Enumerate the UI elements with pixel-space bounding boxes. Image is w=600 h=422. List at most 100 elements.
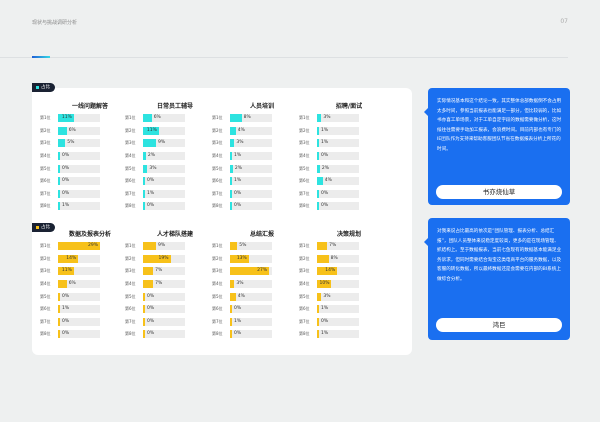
rank-label: 第3位 xyxy=(125,268,136,274)
bar-row: 第2位 1% xyxy=(299,125,379,138)
bar xyxy=(230,152,232,161)
bar-track: 0% xyxy=(58,330,100,339)
bar xyxy=(230,114,242,123)
source-button[interactable]: 鸿巨 xyxy=(436,318,562,332)
bar-row: 第7位 1% xyxy=(212,316,292,329)
bar-row: 第8位 0% xyxy=(125,328,205,341)
bar-value: 3% xyxy=(149,165,157,171)
bar xyxy=(143,189,145,198)
bar-group: 总结汇报 第1位 5% 第2位 13% 第3位 27% 第4位 3% 第5位 4% 第6位 0% 第7位 1… xyxy=(212,229,292,341)
bar-row: 第5位 3% xyxy=(299,290,379,303)
bar-value: 2% xyxy=(147,153,156,159)
bar-track: 27% xyxy=(230,267,272,276)
bar-track: 6% xyxy=(58,280,100,289)
rank-label: 第1位 xyxy=(40,115,51,121)
bar-row: 第1位 3% xyxy=(299,112,379,125)
bar-value: 14% xyxy=(325,268,336,274)
bar-row: 第5位 2% xyxy=(299,162,379,175)
bar-value: 11% xyxy=(146,127,157,133)
badge-label: 占比 xyxy=(41,85,50,90)
divider xyxy=(0,57,568,58)
rank-label: 第6位 xyxy=(125,306,136,312)
header-title: 现状与挑战调研分析 xyxy=(32,20,78,26)
bar xyxy=(230,254,249,263)
bar-group: 招聘/面试 第1位 3% 第2位 1% 第3位 1% 第4位 0% 第5位 2% 第6位 4% 第7位 0%… xyxy=(299,101,379,213)
quote-text: 对我来说占比最高的依次是“团队管理、报表分析、总结汇报”，团队人员整体来说稳定度… xyxy=(437,229,562,282)
bar-track: 11% xyxy=(143,126,185,135)
bar-value: 1% xyxy=(234,153,242,159)
bar-track: 8% xyxy=(317,254,359,263)
bar-value: 0% xyxy=(62,153,70,159)
bar-track: 1% xyxy=(230,152,272,161)
bar xyxy=(317,305,319,314)
bar-row: 第4位 2% xyxy=(125,150,205,163)
bar xyxy=(58,164,60,173)
bar-group: 一线问题解答 第1位 11% 第2位 6% 第3位 5% 第4位 0% 第5位 0% 第6位 0% 第7位… xyxy=(40,101,120,213)
bar-value: 4% xyxy=(237,127,245,133)
bar-row: 第7位 0% xyxy=(299,188,379,201)
badge-top: 占比 xyxy=(32,83,55,92)
rank-label: 第2位 xyxy=(299,255,310,261)
rank-label: 第8位 xyxy=(125,331,136,337)
source-button[interactable]: 书亦烧仙草 xyxy=(436,185,562,199)
bar xyxy=(317,254,329,263)
rank-label: 第5位 xyxy=(212,165,223,171)
bar-row: 第7位 0% xyxy=(125,316,205,329)
bar-value: 0% xyxy=(234,190,242,196)
bar-value: 9% xyxy=(158,243,166,249)
rank-label: 第7位 xyxy=(299,190,310,196)
bar xyxy=(143,177,145,186)
square-icon xyxy=(36,226,39,229)
bar-track: 7% xyxy=(143,267,185,276)
bar-track: 9% xyxy=(143,139,185,148)
bar xyxy=(317,139,319,148)
rank-label: 第6位 xyxy=(212,178,223,184)
rank-label: 第5位 xyxy=(40,293,51,299)
bar-track: 4% xyxy=(317,177,359,186)
bar-track: 3% xyxy=(317,292,359,301)
bar-track: 0% xyxy=(143,202,185,211)
rank-label: 第4位 xyxy=(40,153,51,159)
rank-label: 第4位 xyxy=(212,153,223,159)
bar-row: 第2位 11% xyxy=(125,125,205,138)
bar xyxy=(317,292,322,301)
bar-row: 第1位 8% xyxy=(212,112,292,125)
bar-row: 第8位 1% xyxy=(299,328,379,341)
bar-track: 11% xyxy=(58,114,100,123)
bar-value: 0% xyxy=(147,306,155,312)
bar-row: 第7位 0% xyxy=(40,188,120,201)
bar xyxy=(317,164,320,173)
bar-value: 0% xyxy=(62,331,70,337)
bar xyxy=(58,330,60,339)
bar-value: 0% xyxy=(147,178,155,184)
rank-label: 第7位 xyxy=(212,318,223,324)
rank-label: 第6位 xyxy=(125,178,136,184)
bar xyxy=(58,152,60,161)
bar-track: 4% xyxy=(230,292,272,301)
rank-label: 第2位 xyxy=(212,127,223,133)
rank-label: 第3位 xyxy=(40,140,51,146)
quote-panel-1: 实际情况基本和这个结论一致，其实整体总部数据倒不会占用太多时间，参照当前报表也能… xyxy=(424,88,570,205)
bar-track: 0% xyxy=(143,177,185,186)
rank-label: 第7位 xyxy=(40,190,51,196)
bar-row: 第8位 0% xyxy=(299,200,379,213)
bar-value: 2% xyxy=(234,165,243,171)
bar xyxy=(143,126,159,135)
rank-label: 第8位 xyxy=(299,331,310,337)
rank-label: 第1位 xyxy=(40,243,51,249)
bar-track: 14% xyxy=(58,254,100,263)
rank-label: 第2位 xyxy=(40,127,51,133)
bar-value: 6% xyxy=(68,127,76,133)
bar-track: 1% xyxy=(58,202,100,211)
bar-value: 1% xyxy=(321,331,329,337)
bar-track: 0% xyxy=(317,189,359,198)
bar-row: 第3位 14% xyxy=(299,265,379,278)
bar-value: 3% xyxy=(323,115,331,121)
rank-label: 第1位 xyxy=(212,243,223,249)
bar xyxy=(58,280,67,289)
rank-label: 第3位 xyxy=(299,140,310,146)
bar-track: 3% xyxy=(230,139,272,148)
rank-label: 第2位 xyxy=(40,255,51,261)
bar xyxy=(317,114,322,123)
bar xyxy=(317,242,328,251)
